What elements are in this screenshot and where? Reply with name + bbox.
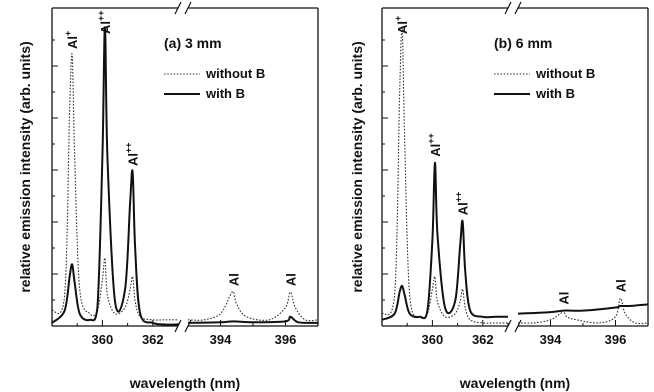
peak-label: Al+	[63, 31, 80, 49]
peak-label: Al++	[426, 133, 443, 157]
peak-label: Al++	[124, 142, 141, 166]
panel-label: (b) 6 mm	[494, 35, 552, 51]
legend-label: without B	[535, 66, 595, 81]
peak-label: Al	[227, 273, 242, 286]
peak-label: Al	[557, 292, 572, 305]
x-tick-label: 360	[422, 332, 444, 347]
peak-label-charge: ++	[454, 192, 464, 203]
peak-label: Al	[283, 273, 298, 286]
axis-break-top-2	[514, 1, 522, 15]
axis-break-bottom-2	[514, 319, 522, 333]
legend-label: without B	[205, 66, 265, 81]
panel-b: 360 362 394 396 wavelength (nm) relative emis…	[349, 1, 649, 391]
peak-label-charge: +	[63, 31, 73, 36]
peak-label-element: Al	[395, 21, 410, 34]
x-tick-label: 360	[92, 332, 114, 347]
panel-a: 360 362 394 396 wavelength (nm) relative emis…	[17, 1, 319, 391]
legend-label: with B	[535, 86, 575, 101]
x-axis-title: wavelength (nm)	[459, 375, 570, 391]
peak-label-charge: ++	[96, 10, 106, 21]
axis-break-top-1	[504, 1, 512, 15]
x-tick-label: 394	[210, 332, 232, 347]
peak-label-element: Al	[283, 273, 298, 286]
peak-label: Al+	[393, 16, 410, 34]
axis-break-top-1	[174, 1, 182, 15]
peak-label-charge: ++	[426, 133, 436, 144]
peak-label-element: Al	[126, 153, 141, 166]
x-axis-title: wavelength (nm)	[129, 375, 240, 391]
peak-label-element: Al	[98, 21, 113, 34]
peak-label-element: Al	[428, 144, 443, 157]
peak-label: Al++	[96, 10, 113, 34]
x-tick-label: 362	[142, 332, 164, 347]
series-line-without-b-segment-2	[187, 290, 319, 322]
x-tick-label: 362	[472, 332, 494, 347]
legend-label: with B	[205, 86, 245, 101]
peak-label: Al++	[454, 192, 471, 216]
panel-label: (a) 3 mm	[164, 35, 222, 51]
y-axis-title: relative emission intensity (arb. units)	[349, 41, 365, 292]
x-tick-label: 396	[605, 332, 627, 347]
series-line-with-b-segment-2	[517, 303, 649, 315]
x-tick-label: 394	[540, 332, 562, 347]
series-line-with-b-segment-2	[187, 315, 319, 324]
peak-label-charge: ++	[124, 142, 134, 153]
series-line-with-b-segment-1	[381, 161, 508, 321]
series-line-without-b-segment-2	[517, 297, 649, 325]
series-line-without-b-segment-1	[51, 53, 178, 321]
series-line-without-b-segment-1	[381, 25, 508, 324]
peak-label-element: Al	[65, 36, 80, 49]
x-tick-label: 396	[275, 332, 297, 347]
peak-label-element: Al	[456, 202, 471, 215]
peak-label-element: Al	[557, 292, 572, 305]
peak-label: Al	[613, 279, 628, 292]
peak-label-charge: +	[393, 16, 403, 21]
peak-label-element: Al	[613, 279, 628, 292]
axis-break-top-2	[184, 1, 192, 15]
y-axis-title: relative emission intensity (arb. units)	[17, 41, 33, 292]
peak-label-element: Al	[227, 273, 242, 286]
series-line-with-b-segment-1	[51, 26, 179, 326]
